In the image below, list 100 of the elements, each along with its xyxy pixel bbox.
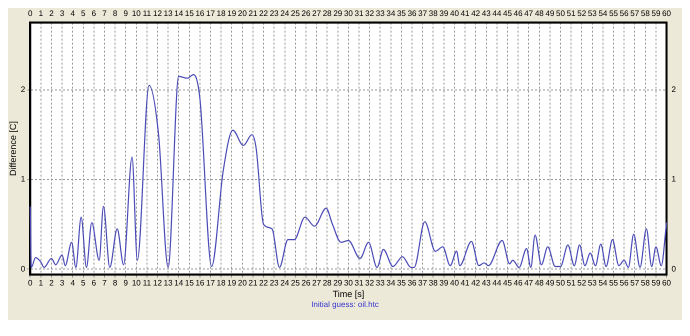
x-tick-label: 38 bbox=[428, 278, 438, 288]
x-tick-label: 53 bbox=[588, 278, 598, 288]
x-tick-label: 41 bbox=[460, 278, 470, 288]
x2-tick-label: 25 bbox=[290, 9, 300, 18]
y2-tick-label: 2 bbox=[672, 85, 677, 94]
x2-tick-label: 19 bbox=[227, 9, 237, 18]
x-tick-label: 25 bbox=[290, 278, 300, 288]
x2-tick-label: 55 bbox=[609, 9, 619, 18]
x2-tick-label: 35 bbox=[396, 9, 406, 18]
x-tick-label: 33 bbox=[376, 278, 386, 288]
x2-tick-label: 15 bbox=[184, 9, 194, 18]
x-tick-label: 34 bbox=[386, 278, 396, 288]
x-tick-label: 29 bbox=[333, 278, 343, 288]
x-tick-label: 26 bbox=[302, 278, 311, 288]
x-tick-label: 59 bbox=[651, 278, 661, 288]
x-tick-label: 36 bbox=[408, 278, 418, 288]
x-tick-label: 50 bbox=[556, 278, 566, 288]
x2-tick-label: 20 bbox=[238, 9, 248, 18]
x2-tick-label: 60 bbox=[662, 9, 672, 18]
x2-tick-label: 23 bbox=[270, 9, 280, 18]
x2-tick-label: 27 bbox=[312, 9, 322, 18]
x-tick-label: 43 bbox=[482, 278, 492, 288]
x2-tick-label: 57 bbox=[630, 9, 640, 18]
x-tick-label: 6 bbox=[92, 278, 97, 288]
x2-tick-label: 17 bbox=[206, 9, 216, 18]
x2-tick-label: 51 bbox=[566, 9, 576, 18]
x-tick-label: 15 bbox=[184, 278, 194, 288]
x2-tick-label: 47 bbox=[524, 9, 534, 18]
x-tick-label: 17 bbox=[206, 278, 216, 288]
text: Initial guess: oil.htc bbox=[310, 300, 380, 311]
x2-tick-label: 7 bbox=[102, 9, 108, 18]
x-tick-label: 42 bbox=[471, 278, 481, 288]
x-tick-label: 56 bbox=[620, 278, 630, 288]
y2-tick-label: 0 bbox=[672, 264, 677, 274]
y-tick-label: 0 bbox=[20, 264, 26, 274]
x-tick-label: 0 bbox=[28, 278, 34, 288]
x-tick-label: 2 bbox=[49, 278, 54, 288]
x2-tick-label: 43 bbox=[482, 9, 492, 18]
x2-tick-label: 8 bbox=[112, 9, 118, 18]
x-tick-label: 14 bbox=[174, 278, 184, 288]
x-tick-label: 48 bbox=[534, 278, 544, 288]
x-tick-label: 1 bbox=[38, 278, 44, 288]
x-tick-label: 9 bbox=[123, 278, 128, 288]
x2-tick-label: 59 bbox=[651, 9, 661, 18]
x2-tick-label: 50 bbox=[556, 9, 566, 18]
x2-tick-label: 54 bbox=[598, 9, 608, 18]
x-tick-label: 54 bbox=[598, 278, 608, 288]
x2-tick-label: 16 bbox=[195, 9, 205, 18]
x-tick-label: 46 bbox=[514, 278, 524, 288]
x2-tick-label: 22 bbox=[259, 9, 269, 18]
x2-tick-label: 45 bbox=[503, 9, 512, 18]
x-tick-label: 20 bbox=[238, 278, 248, 288]
x2-tick-label: 14 bbox=[174, 9, 184, 18]
x2-tick-label: 10 bbox=[132, 9, 142, 18]
x-tick-label: 35 bbox=[396, 278, 406, 288]
x-tick-label: 37 bbox=[418, 278, 428, 288]
x-tick-label: 12 bbox=[153, 278, 163, 288]
x-tick-label: 40 bbox=[450, 278, 460, 288]
x-tick-label: 16 bbox=[195, 278, 205, 288]
x-tick-label: 45 bbox=[503, 278, 512, 288]
x2-tick-label: 11 bbox=[142, 9, 152, 18]
x-tick-label: 18 bbox=[216, 278, 226, 288]
x2-tick-label: 36 bbox=[408, 9, 418, 18]
x-tick-label: 39 bbox=[439, 278, 449, 288]
x2-tick-label: 9 bbox=[123, 9, 128, 18]
x2-tick-label: 28 bbox=[322, 9, 332, 18]
x2-tick-label: 39 bbox=[439, 9, 449, 18]
y-axis-title: Difference [C] bbox=[8, 121, 18, 176]
x2-tick-label: 34 bbox=[386, 9, 396, 18]
x-tick-label: 30 bbox=[344, 278, 354, 288]
x2-tick-label: 40 bbox=[450, 9, 460, 18]
x-tick-label: 4 bbox=[70, 278, 76, 288]
x-tick-label: 27 bbox=[312, 278, 322, 288]
x2-tick-label: 30 bbox=[344, 9, 354, 18]
x-tick-label: 31 bbox=[354, 278, 364, 288]
x2-tick-label: 4 bbox=[70, 9, 76, 18]
x2-tick-label: 6 bbox=[92, 9, 97, 18]
x-tick-label: 57 bbox=[630, 278, 640, 288]
x2-tick-label: 44 bbox=[492, 9, 502, 18]
x-tick-label: 24 bbox=[280, 278, 290, 288]
x-tick-label: 7 bbox=[102, 278, 108, 288]
x2-tick-label: 38 bbox=[428, 9, 438, 18]
x-tick-label: 19 bbox=[227, 278, 237, 288]
x-tick-label: 22 bbox=[259, 278, 269, 288]
x2-tick-label: 18 bbox=[216, 9, 226, 18]
x-tick-label: 60 bbox=[662, 278, 672, 288]
x-tick-label: 49 bbox=[545, 278, 555, 288]
x2-tick-label: 3 bbox=[60, 9, 65, 18]
x2-tick-label: 53 bbox=[588, 9, 598, 18]
y-tick-label: 2 bbox=[20, 85, 26, 94]
x2-tick-label: 21 bbox=[248, 9, 258, 18]
x2-tick-label: 33 bbox=[376, 9, 386, 18]
x-tick-label: 52 bbox=[577, 278, 587, 288]
x2-tick-label: 2 bbox=[49, 9, 54, 18]
x2-tick-label: 31 bbox=[354, 9, 364, 18]
x2-tick-label: 26 bbox=[302, 9, 311, 18]
x-tick-label: 51 bbox=[566, 278, 576, 288]
x-tick-label: 28 bbox=[322, 278, 332, 288]
x2-tick-label: 42 bbox=[471, 9, 481, 18]
y-tick-label: 1 bbox=[20, 174, 26, 184]
